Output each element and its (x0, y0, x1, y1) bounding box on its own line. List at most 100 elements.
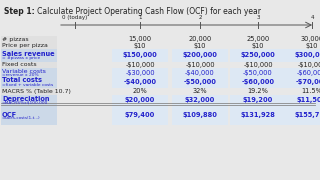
Text: Step 1:: Step 1: (4, 7, 35, 16)
Text: $155,710: $155,710 (295, 112, 320, 118)
Text: $250,000: $250,000 (241, 52, 276, 58)
Text: -$10,000: -$10,000 (185, 62, 215, 68)
Text: $19,200: $19,200 (243, 97, 273, 103)
Text: 32%: 32% (193, 88, 207, 94)
Text: 4: 4 (310, 15, 314, 20)
Text: $150,000: $150,000 (123, 52, 157, 58)
Text: -$10,000: -$10,000 (297, 62, 320, 68)
Text: 30,000: 30,000 (300, 36, 320, 42)
Text: 20%: 20% (132, 88, 148, 94)
Text: 11.5%: 11.5% (301, 88, 320, 94)
Text: 25,000: 25,000 (246, 36, 270, 42)
Text: Sales revenue: Sales revenue (2, 51, 55, 57)
Text: =revenue x 20%: =revenue x 20% (2, 73, 39, 78)
Bar (172, 43, 228, 50)
Bar (284, 76, 320, 89)
Bar (230, 76, 286, 89)
Bar (1, 43, 57, 50)
Text: Calculate Project Operating Cash Flow (OCF) for each year: Calculate Project Operating Cash Flow (O… (30, 7, 261, 16)
Text: -$40,000: -$40,000 (185, 70, 215, 76)
Bar (284, 94, 320, 106)
Text: $109,880: $109,880 (183, 112, 217, 118)
Text: $11,500: $11,500 (297, 97, 320, 103)
Text: 0 (today): 0 (today) (62, 15, 88, 20)
Text: 1: 1 (138, 15, 142, 20)
Text: -$10,000: -$10,000 (125, 62, 155, 68)
Text: Depreciation: Depreciation (2, 96, 50, 102)
Bar (1, 105, 57, 125)
Bar (284, 62, 320, 69)
Bar (172, 94, 228, 106)
Bar (230, 94, 286, 106)
Text: -$50,000: -$50,000 (184, 79, 216, 85)
Bar (112, 62, 168, 69)
Bar (1, 68, 57, 79)
Bar (172, 76, 228, 89)
Bar (1, 76, 57, 89)
Bar (230, 62, 286, 69)
Bar (172, 68, 228, 79)
Text: Price per pizza: Price per pizza (2, 44, 48, 48)
Text: -$40,000: -$40,000 (124, 79, 156, 85)
Text: $300,000: $300,000 (295, 52, 320, 58)
Bar (1, 88, 57, 94)
Bar (112, 43, 168, 50)
Text: -$30,000: -$30,000 (125, 70, 155, 76)
Bar (112, 94, 168, 106)
Bar (284, 36, 320, 42)
Bar (112, 88, 168, 94)
Text: =sales-costs(1-t...): =sales-costs(1-t...) (2, 116, 41, 120)
Text: -$60,000: -$60,000 (297, 70, 320, 76)
Bar (112, 36, 168, 42)
Text: =fixed + variable costs: =fixed + variable costs (2, 82, 53, 87)
Text: # pizzas: # pizzas (2, 37, 28, 42)
Bar (284, 68, 320, 79)
Bar (172, 49, 228, 62)
Text: -$60,000: -$60,000 (242, 79, 275, 85)
Bar (112, 49, 168, 62)
Text: 20,000: 20,000 (188, 36, 212, 42)
Text: 2: 2 (198, 15, 202, 20)
Text: OCF: OCF (2, 112, 17, 118)
Text: -$50,000: -$50,000 (243, 70, 273, 76)
Text: $131,928: $131,928 (241, 112, 276, 118)
Bar (1, 36, 57, 42)
Text: $10: $10 (134, 43, 146, 49)
Bar (284, 49, 320, 62)
Bar (1, 94, 57, 106)
Bar (172, 105, 228, 125)
Text: =MACRS%x$100,000: =MACRS%x$100,000 (2, 100, 48, 105)
Bar (1, 62, 57, 69)
Bar (172, 88, 228, 94)
Bar (230, 36, 286, 42)
Bar (284, 105, 320, 125)
Text: $200,000: $200,000 (183, 52, 217, 58)
Bar (112, 68, 168, 79)
Text: 15,000: 15,000 (128, 36, 152, 42)
Bar (230, 49, 286, 62)
Text: $10: $10 (306, 43, 318, 49)
Bar (230, 88, 286, 94)
Bar (230, 105, 286, 125)
Text: 19.2%: 19.2% (248, 88, 268, 94)
Text: $10: $10 (194, 43, 206, 49)
Text: MACRS % (Table 10.7): MACRS % (Table 10.7) (2, 89, 71, 93)
Text: Fixed costs: Fixed costs (2, 62, 36, 68)
Text: 3: 3 (256, 15, 260, 20)
Text: $79,400: $79,400 (125, 112, 155, 118)
Text: $32,000: $32,000 (185, 97, 215, 103)
Text: Total costs: Total costs (2, 78, 42, 84)
Bar (230, 68, 286, 79)
Text: = #pizzas x price: = #pizzas x price (2, 55, 40, 60)
Text: Variable costs: Variable costs (2, 69, 46, 74)
Text: $10: $10 (252, 43, 264, 49)
Bar (172, 62, 228, 69)
Bar (284, 88, 320, 94)
Bar (112, 105, 168, 125)
Bar (1, 49, 57, 62)
Bar (112, 76, 168, 89)
Text: $20,000: $20,000 (125, 97, 155, 103)
Bar (230, 43, 286, 50)
Bar (172, 36, 228, 42)
Text: -$70,000: -$70,000 (295, 79, 320, 85)
